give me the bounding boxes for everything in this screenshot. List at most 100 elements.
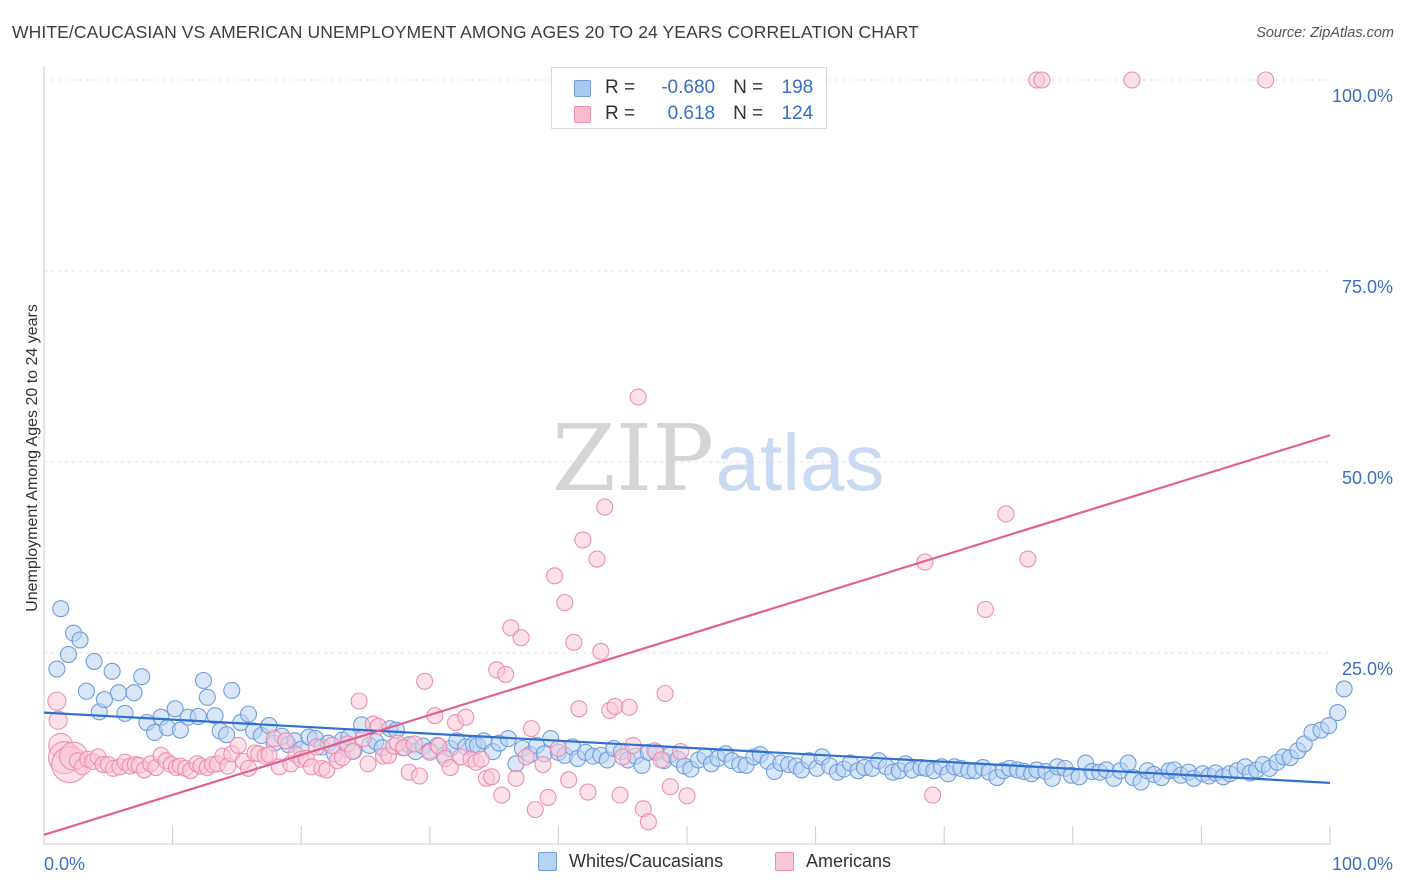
point-whites — [223, 681, 241, 699]
point-whites — [77, 682, 95, 700]
point-americans — [592, 642, 610, 661]
legend-n-label: N = — [733, 77, 764, 98]
point-americans — [560, 771, 578, 789]
point-americans — [611, 786, 629, 804]
point-americans — [344, 743, 362, 761]
point-whites — [1335, 680, 1353, 698]
legend-n-label: N = — [733, 103, 764, 124]
grid-lines — [44, 79, 1330, 654]
point-americans — [482, 768, 501, 786]
point-americans — [1033, 71, 1051, 89]
point-americans — [472, 750, 490, 768]
point-americans — [517, 748, 535, 766]
point-whites — [133, 668, 151, 686]
point-whites — [110, 684, 128, 702]
point-americans — [260, 746, 278, 764]
point-americans — [556, 594, 574, 612]
legend-label-whites: Whites/Caucasians — [569, 851, 724, 871]
point-whites — [171, 721, 189, 739]
point-americans — [522, 720, 540, 738]
point-americans — [47, 691, 67, 711]
legend-row-americans: R = 0.618 N = 124 — [574, 101, 813, 127]
legend-swatch-americans — [574, 105, 591, 123]
point-whites — [85, 652, 103, 670]
point-americans — [574, 531, 592, 549]
y-tick-label: 75.0% — [1342, 277, 1393, 297]
legend-n-value: 198 — [781, 77, 814, 98]
legend-item-whites[interactable]: Whites/Caucasians — [538, 851, 723, 872]
point-americans — [672, 743, 690, 761]
chart-title: WHITE/CAUCASIAN VS AMERICAN UNEMPLOYMENT… — [12, 22, 919, 42]
point-whites — [239, 705, 258, 723]
watermark-atlas: atlas — [716, 418, 885, 507]
legend-label-americans: Americans — [806, 851, 892, 871]
point-americans — [614, 748, 632, 766]
legend-r-value: -0.680 — [661, 77, 716, 98]
point-americans — [924, 786, 942, 804]
point-whites — [1320, 717, 1338, 735]
point-whites — [95, 691, 113, 709]
point-americans — [359, 755, 377, 773]
y-tick-label: 50.0% — [1342, 468, 1393, 488]
point-americans — [277, 732, 295, 750]
source-label: Source: ZipAtlas.com — [1256, 25, 1394, 41]
y-axis-label: Unemployment Among Ages 20 to 24 years — [24, 304, 41, 612]
point-whites — [1119, 754, 1137, 772]
x-tick-labels: 0.0% 100.0% — [44, 854, 1393, 874]
point-americans — [526, 801, 544, 819]
x-tick-label-min: 0.0% — [44, 854, 85, 874]
trend-line-whites — [43, 711, 1331, 784]
watermark: ZIP atlas — [552, 405, 885, 512]
point-americans — [997, 505, 1015, 523]
point-americans — [620, 698, 638, 716]
watermark-zip: ZIP — [552, 405, 714, 512]
point-americans — [1019, 550, 1037, 568]
point-whites — [1329, 704, 1347, 722]
point-americans — [350, 692, 368, 710]
point-americans — [629, 388, 647, 406]
point-whites — [71, 631, 89, 649]
point-americans — [497, 665, 515, 683]
point-americans — [502, 619, 520, 637]
point-americans — [1123, 71, 1141, 89]
trend-line-americans — [43, 434, 1331, 836]
point-americans — [507, 769, 525, 787]
point-whites — [206, 707, 224, 725]
point-americans — [549, 739, 567, 758]
legend-swatch-whites — [538, 852, 557, 871]
point-whites — [125, 684, 143, 702]
point-americans — [405, 735, 423, 753]
point-americans — [579, 783, 597, 801]
point-americans — [410, 767, 429, 785]
point-whites — [194, 671, 213, 690]
trend-lines — [43, 434, 1331, 836]
legend-item-americans[interactable]: Americans — [775, 851, 891, 872]
point-americans — [570, 700, 588, 718]
point-americans — [596, 498, 614, 516]
point-americans — [441, 759, 459, 777]
legend-r-label: R = — [605, 77, 636, 98]
legend-n-value: 124 — [781, 103, 814, 124]
point-whites — [103, 662, 121, 680]
point-americans — [493, 786, 511, 804]
legend-swatch-whites — [574, 79, 591, 97]
point-whites — [48, 660, 66, 678]
point-whites — [218, 726, 236, 744]
point-americans — [976, 600, 994, 619]
point-americans — [606, 697, 624, 716]
correlation-legend: R = -0.680 N = 198 R = 0.618 N = 124 — [551, 67, 827, 129]
point-americans — [678, 787, 696, 805]
point-americans — [656, 684, 674, 703]
point-americans — [588, 550, 606, 568]
y-tick-label: 25.0% — [1342, 659, 1393, 679]
point-americans — [652, 751, 670, 769]
point-whites — [52, 600, 70, 618]
y-tick-label: 100.0% — [1332, 86, 1393, 106]
point-whites — [59, 645, 77, 664]
x-tick-label-max: 100.0% — [1332, 854, 1393, 874]
point-americans — [565, 633, 583, 651]
point-whites — [116, 704, 134, 722]
point-americans — [457, 708, 475, 726]
point-americans — [48, 710, 68, 730]
point-americans — [416, 672, 434, 690]
